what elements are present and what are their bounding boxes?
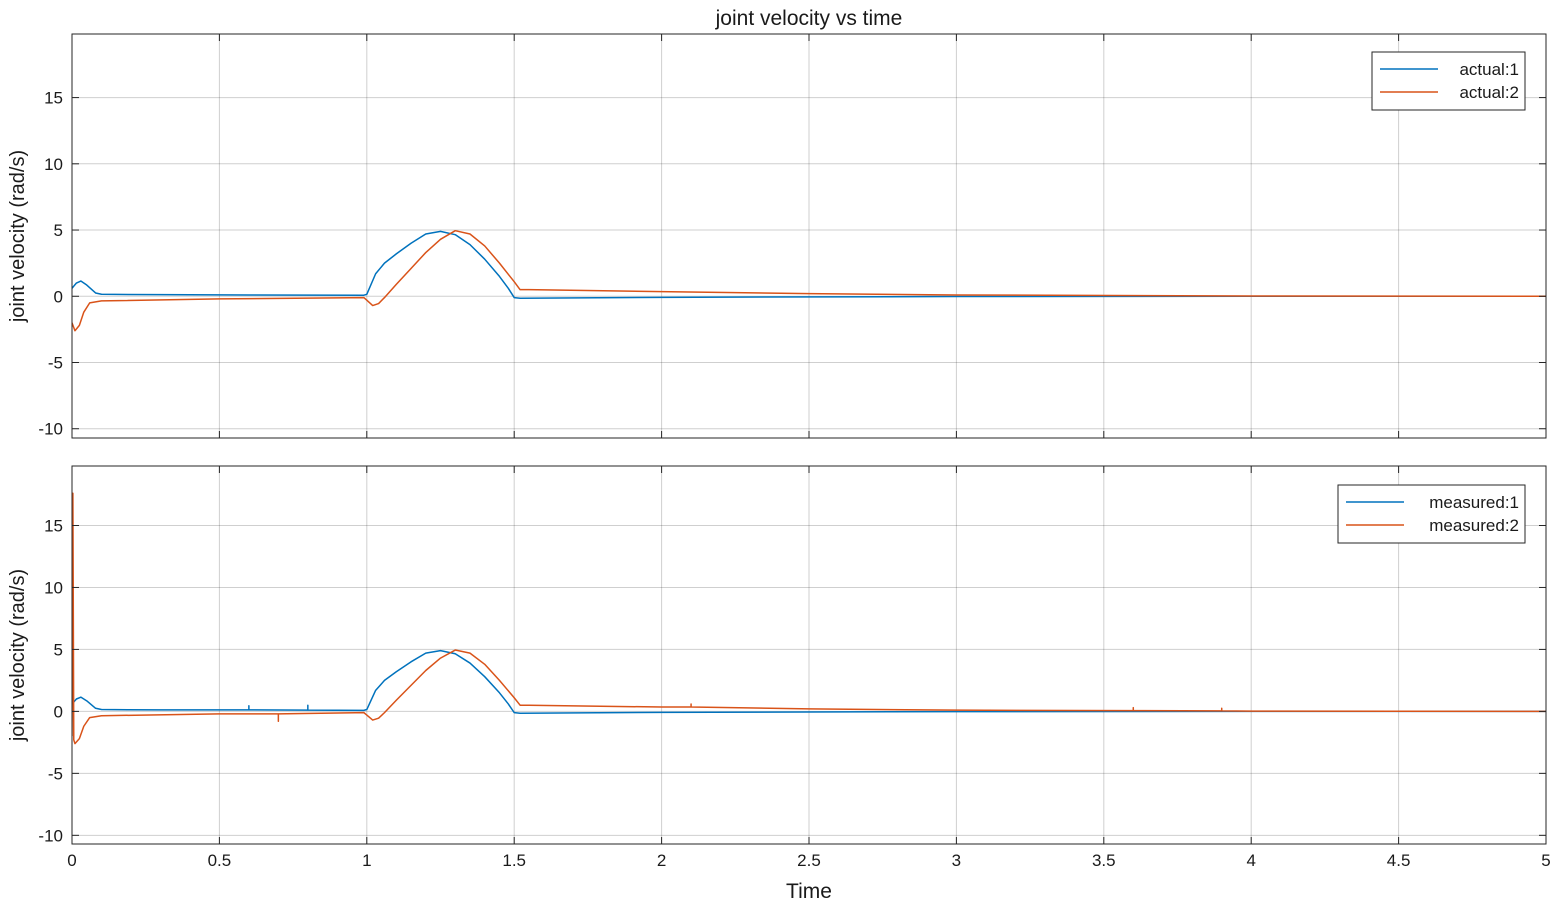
- x-tick-label: 5: [1541, 851, 1550, 870]
- y-tick-label: 15: [44, 89, 63, 108]
- plot-area: [72, 466, 1546, 844]
- y-axis-label: joint velocity (rad/s): [7, 150, 29, 323]
- legend-box: [1371, 51, 1526, 111]
- x-tick-label: 4.5: [1387, 851, 1411, 870]
- series-line-actual-1: [72, 230, 1546, 300]
- legend: actual:1 actual:2: [1371, 51, 1526, 111]
- plot-area: [72, 34, 1546, 438]
- y-tick-label: 0: [54, 702, 63, 721]
- x-tick-label: 1: [362, 851, 371, 870]
- x-tick-label: 1.5: [502, 851, 526, 870]
- legend-label: measured:2: [1429, 516, 1519, 535]
- y-tick-label: -5: [48, 353, 63, 372]
- x-tick-label: 3: [952, 851, 961, 870]
- legend-label: actual:1: [1459, 60, 1519, 79]
- series-line-measured-1: [72, 649, 1546, 714]
- y-tick-label: -10: [38, 826, 63, 845]
- chart-title: joint velocity vs time: [715, 7, 903, 30]
- legend-label: measured:1: [1429, 493, 1519, 512]
- x-axis-label: Time: [786, 880, 832, 903]
- y-tick-label: 10: [44, 578, 63, 597]
- x-tick-label: 0: [67, 851, 76, 870]
- x-tick-label: 2: [657, 851, 666, 870]
- x-tick-label: 3.5: [1092, 851, 1116, 870]
- top-axes: -10 -5 0 5 10 15 joint velocity vs time joint v…: [7, 7, 1547, 439]
- legend: measured:1 measured:2: [1337, 484, 1526, 544]
- x-tick-label: 4: [1246, 851, 1255, 870]
- x-tick-label: 2.5: [797, 851, 821, 870]
- y-tick-label: 5: [54, 221, 63, 240]
- y-axis-label: joint velocity (rad/s): [7, 569, 29, 742]
- y-tick-label: 0: [54, 287, 63, 306]
- series-line-measured-2: [72, 492, 1546, 745]
- y-tick-label: 10: [44, 155, 63, 174]
- legend-box: [1337, 484, 1526, 544]
- y-tick-label: 5: [54, 640, 63, 659]
- series-line-actual-2: [72, 229, 1546, 332]
- y-tick-label: -5: [48, 764, 63, 783]
- x-tick-label: 0.5: [208, 851, 232, 870]
- y-tick-label: -10: [38, 420, 63, 439]
- legend-label: actual:2: [1459, 83, 1519, 102]
- y-tick-label: 15: [44, 516, 63, 535]
- bottom-axes: -10 -5 0 5 10 15 0 0.5 1 1.5 2 2.5 3 3.5 4 4.5 5 joint ve…: [7, 465, 1551, 903]
